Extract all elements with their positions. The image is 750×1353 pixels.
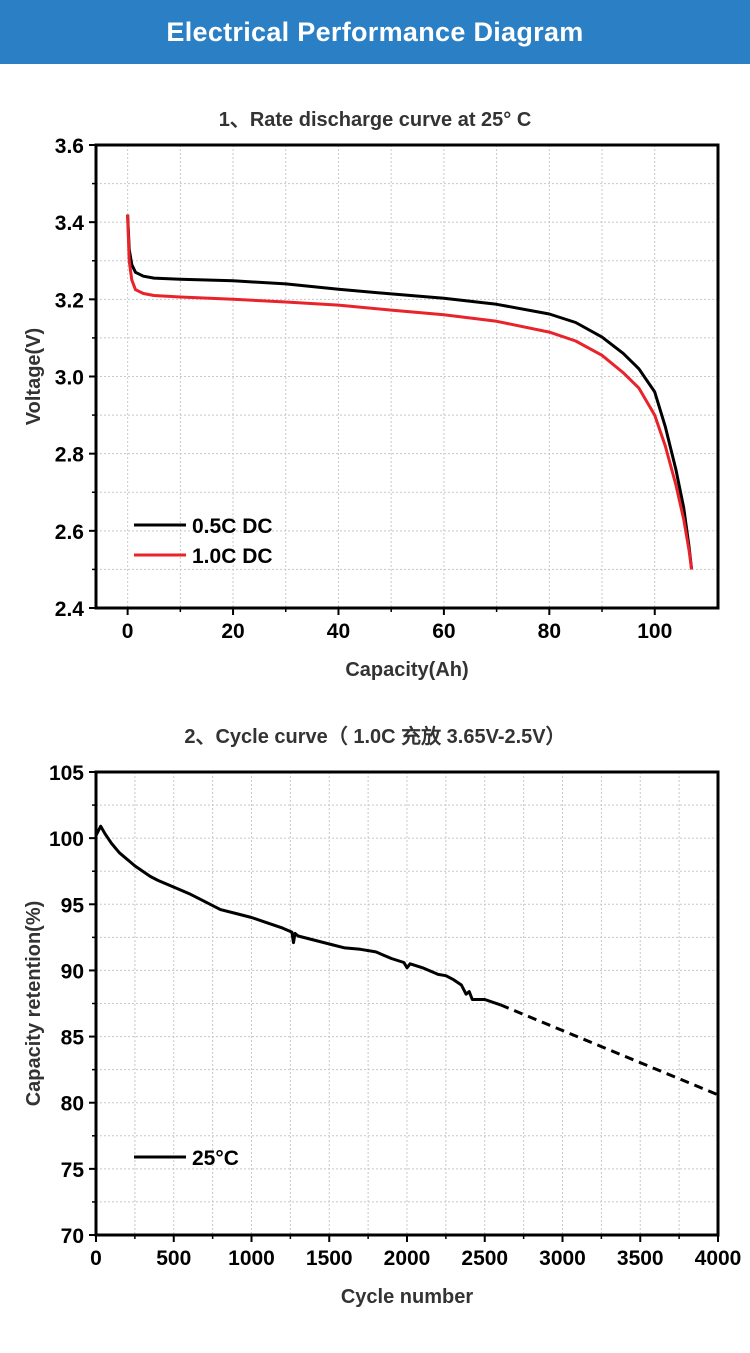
cycle-y-tick-label: 95 — [61, 894, 85, 917]
cycle-x-tick-label: 1000 — [228, 1247, 275, 1270]
discharge-x-tick-label: 0 — [122, 620, 134, 643]
cycle-x-tick-label: 500 — [156, 1247, 191, 1270]
cycle-chart-title: 2、Cycle curve（ 1.0C 充放 3.65V-2.5V） — [184, 726, 566, 748]
discharge-series-line-1 — [126, 214, 694, 570]
cycle-y-tick-label: 75 — [61, 1159, 85, 1182]
cycle-x-tick-label: 1500 — [306, 1247, 353, 1270]
cycle-series-line-0 — [94, 824, 501, 1007]
cycle-x-tick-label: 2000 — [384, 1247, 431, 1270]
cycle-x-tick-label: 0 — [90, 1247, 102, 1270]
cycle-y-tick-label: 100 — [49, 828, 84, 851]
discharge-x-tick-label: 40 — [327, 620, 350, 643]
page-title: Electrical Performance Diagram — [166, 16, 584, 47]
discharge-x-tick-label: 80 — [538, 620, 561, 643]
discharge-chart: 0 20 40 60 80 100 2.4 2.6 2.8 3.0 3.2 3.4 3.6 Capacit… — [23, 135, 720, 681]
cycle-legend-label: 25°C — [192, 1147, 239, 1170]
cycle-x-axis-label: Cycle number — [341, 1286, 473, 1308]
discharge-x-axis-label: Capacity(Ah) — [345, 659, 468, 681]
cycle-y-axis-label: Capacity retention(%) — [23, 901, 45, 1107]
discharge-x-tick-label: 20 — [221, 620, 244, 643]
discharge-y-tick-label: 3.6 — [55, 135, 84, 158]
cycle-chart: 0 500 1000 1500 2000 2500 3000 3500 4000 70 75 80 85… — [23, 762, 742, 1308]
discharge-y-tick-label: 2.8 — [55, 444, 85, 467]
discharge-x-tick-label: 100 — [637, 620, 672, 643]
discharge-legend-label: 1.0C DC — [192, 545, 273, 568]
cycle-y-tick-label: 85 — [61, 1027, 85, 1050]
cycle-x-tick-label: 3000 — [539, 1247, 586, 1270]
cycle-y-tick-label: 80 — [61, 1093, 84, 1116]
cycle-series-line-1 — [499, 1003, 719, 1097]
cycle-y-tick-label: 105 — [49, 762, 84, 785]
cycle-y-tick-label: 70 — [61, 1225, 84, 1248]
cycle-y-tick-label: 90 — [61, 960, 84, 983]
discharge-series-line-0 — [126, 214, 694, 570]
discharge-y-axis-label: Voltage(V) — [23, 328, 45, 425]
cycle-x-tick-label: 3500 — [617, 1247, 664, 1270]
discharge-legend-label: 0.5C DC — [192, 515, 273, 538]
discharge-y-tick-label: 2.4 — [55, 598, 85, 621]
discharge-y-tick-label: 2.6 — [55, 521, 84, 544]
cycle-x-tick-label: 2500 — [461, 1247, 508, 1270]
discharge-x-tick-label: 60 — [432, 620, 455, 643]
discharge-y-tick-label: 3.2 — [55, 289, 84, 312]
discharge-y-tick-label: 3.4 — [55, 212, 85, 235]
header-banner: Electrical Performance Diagram — [0, 0, 750, 64]
discharge-y-tick-label: 3.0 — [55, 367, 84, 390]
cycle-x-tick-label: 4000 — [695, 1247, 742, 1270]
discharge-chart-title: 1、Rate discharge curve at 25° C — [218, 109, 532, 131]
